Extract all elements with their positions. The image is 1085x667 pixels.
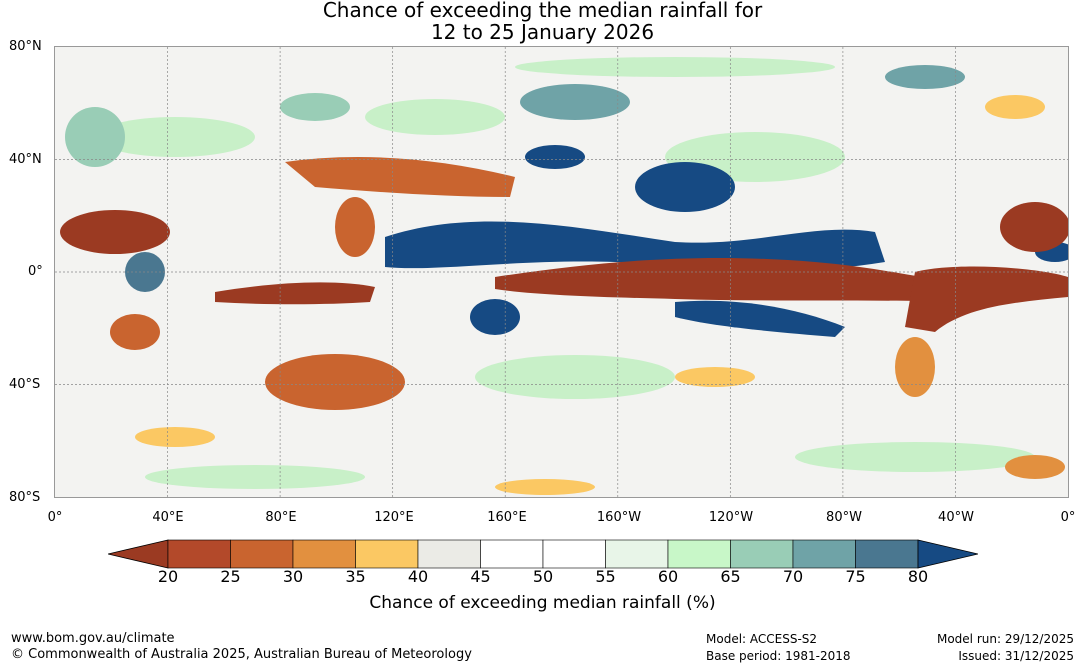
colorbar-extend-high [917, 539, 978, 569]
footer-copyright: © Commonwealth of Australia 2025, Austra… [11, 647, 472, 662]
lon-label: 40°W [938, 510, 974, 525]
lon-label: 40°E [152, 510, 184, 525]
lat-label: 40°N [9, 152, 42, 167]
lat-label: 80°S [9, 490, 41, 505]
lon-label: 120°E [374, 510, 414, 525]
footer-model-run: Model run: 29/12/2025 [936, 632, 1074, 646]
colorbar-tick-label: 45 [470, 567, 491, 586]
colorbar-tick-label: 50 [532, 567, 554, 586]
colorbar-bin [230, 539, 294, 569]
colorbar-tick-label: 40 [407, 567, 429, 586]
colorbar-tick-label: 30 [282, 567, 304, 586]
lon-label: 0° [47, 510, 63, 525]
lon-label: 160°W [596, 510, 642, 525]
colorbar-bin [292, 539, 356, 569]
graticule [55, 47, 1068, 497]
colorbar-bin [605, 539, 669, 569]
colorbar-bin [667, 539, 731, 569]
colorbar-tick-label: 80 [907, 567, 929, 586]
colorbar-extend-low [108, 539, 169, 569]
colorbar-tick-label: 60 [657, 567, 679, 586]
colorbar [108, 539, 978, 569]
lat-label: 40°S [9, 377, 41, 392]
colorbar-bin [417, 539, 481, 569]
lon-label: 0° [1060, 510, 1076, 525]
rainfall-probability-map [54, 46, 1075, 498]
map-canvas [55, 47, 1075, 497]
colorbar-tick-label: 25 [220, 567, 241, 586]
colorbar-bin [730, 539, 794, 569]
colorbar-label: Chance of exceeding median rainfall (%) [369, 593, 716, 613]
map-title-line-2: 12 to 25 January 2026 [430, 20, 655, 44]
lat-label: 0° [28, 264, 43, 279]
lon-label: 80°E [265, 510, 297, 525]
lon-label: 160°E [487, 510, 527, 525]
colorbar-tick-label: 75 [845, 567, 866, 586]
colorbar-bin [167, 539, 231, 569]
map-title-line-1: Chance of exceeding the median rainfall … [322, 0, 763, 22]
colorbar-bin [480, 539, 544, 569]
footer-base-period: Base period: 1981-2018 [706, 649, 851, 663]
footer-issued: Issued: 31/12/2025 [958, 649, 1074, 663]
lon-label: 120°W [708, 510, 754, 525]
colorbar-bin [542, 539, 606, 569]
colorbar-tick-label: 65 [720, 567, 741, 586]
footer-url: www.bom.gov.au/climate [11, 631, 175, 646]
colorbar-bin [355, 539, 419, 569]
colorbar-tick-label: 55 [595, 567, 616, 586]
lon-label: 80°W [826, 510, 862, 525]
colorbar-bin [855, 539, 919, 569]
colorbar-bin [792, 539, 856, 569]
colorbar-tick-label: 70 [782, 567, 804, 586]
colorbar-tick-label: 35 [345, 567, 366, 586]
footer-model: Model: ACCESS-S2 [706, 632, 818, 646]
lat-label: 80°N [9, 39, 42, 54]
colorbar-tick-label: 20 [157, 567, 179, 586]
